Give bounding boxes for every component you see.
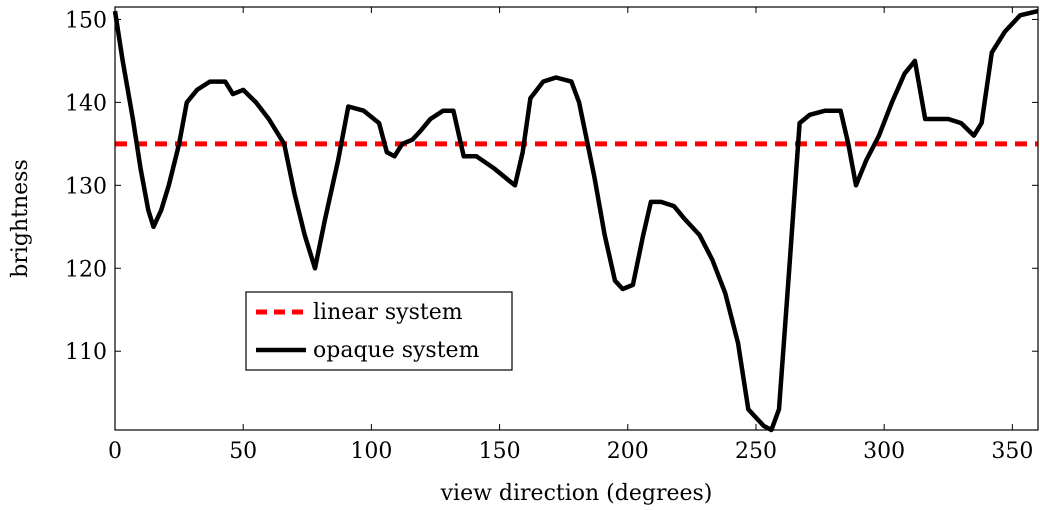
- legend-entry-opaque-system: opaque system: [313, 338, 480, 363]
- y-axis-label: brightness: [8, 159, 33, 278]
- x-tick-label: 250: [735, 439, 777, 464]
- legend: linear system opaque system: [245, 291, 513, 371]
- y-tick-label: 140: [65, 91, 107, 116]
- x-tick-label: 50: [229, 439, 257, 464]
- y-tick-label: 130: [65, 174, 107, 199]
- y-tick-label: 120: [65, 257, 107, 282]
- x-tick-label: 100: [350, 439, 392, 464]
- x-tick-label: 200: [607, 439, 649, 464]
- y-tick-label: 150: [65, 8, 107, 33]
- series-line-opaque-system: [112, 8, 1039, 433]
- y-tick-label: 110: [65, 340, 107, 365]
- x-axis-label: view direction (degrees): [440, 481, 713, 506]
- x-tick-label: 300: [863, 439, 905, 464]
- legend-box: [245, 291, 513, 371]
- plot-frame: [114, 6, 1039, 431]
- x-tick-label: 150: [479, 439, 521, 464]
- x-tick-label: 350: [991, 439, 1033, 464]
- legend-entry-linear-system: linear system: [313, 300, 463, 325]
- axis-ticks: 0 50 100 150 200 250 300 350 110 120 130 140 150: [65, 7, 1038, 464]
- plot-marks: [112, 8, 1039, 433]
- x-tick-label: 0: [108, 439, 122, 464]
